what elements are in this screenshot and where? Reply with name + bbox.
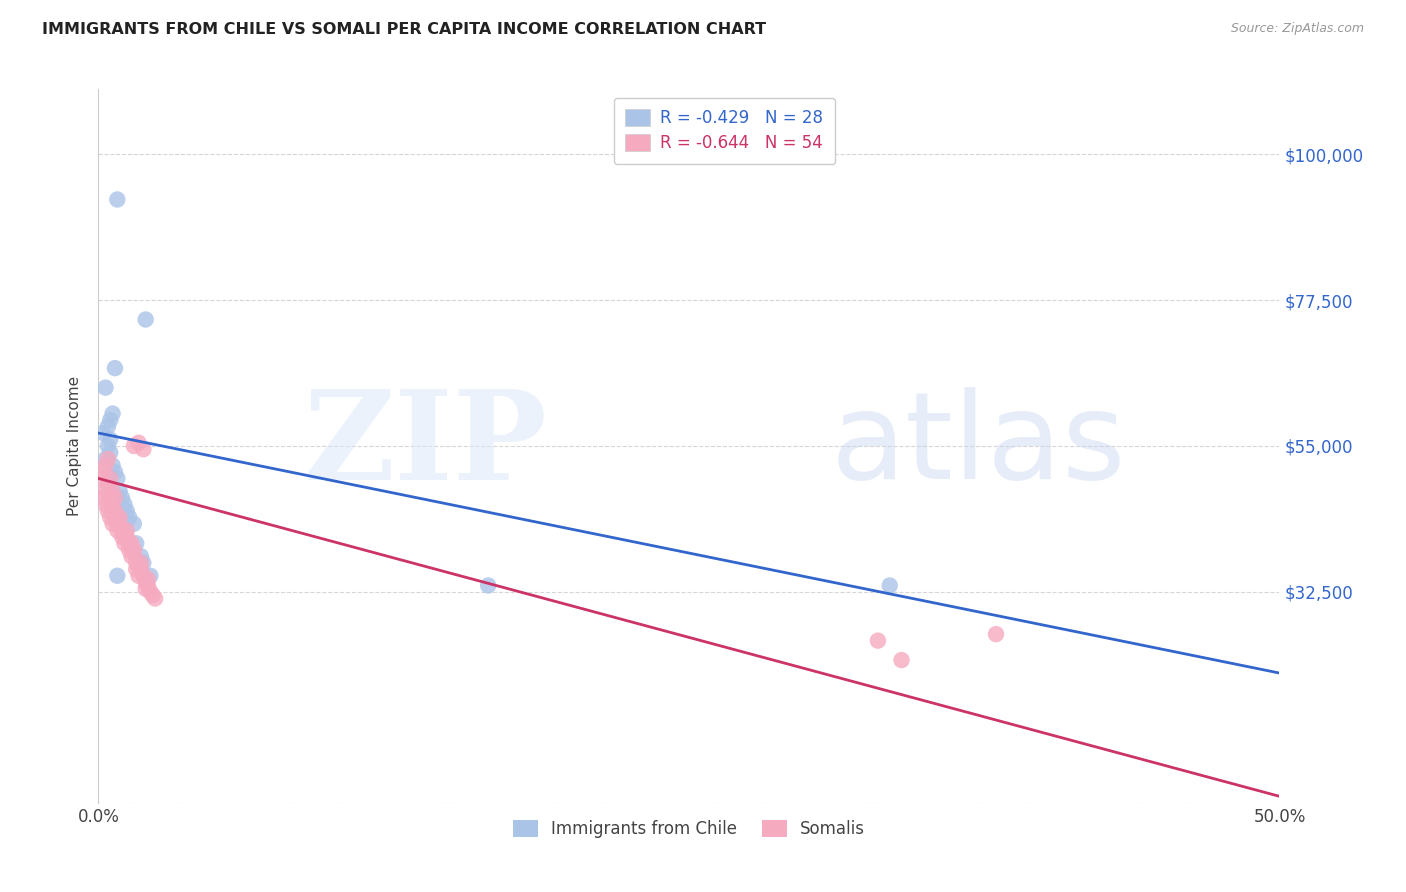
Point bbox=[108, 516, 131, 531]
Point bbox=[128, 568, 150, 582]
Point bbox=[111, 524, 134, 538]
Point bbox=[115, 530, 138, 544]
Point bbox=[122, 542, 145, 557]
Point bbox=[91, 425, 114, 440]
Point bbox=[143, 591, 166, 606]
Point bbox=[101, 497, 124, 511]
Point bbox=[101, 516, 124, 531]
Point bbox=[125, 562, 148, 576]
Point bbox=[115, 504, 138, 518]
Point bbox=[105, 193, 128, 207]
Point bbox=[104, 504, 127, 518]
Point bbox=[139, 585, 162, 599]
Point bbox=[129, 562, 152, 576]
Point bbox=[125, 556, 148, 570]
Point bbox=[132, 568, 155, 582]
Point bbox=[121, 549, 143, 564]
Point bbox=[121, 536, 143, 550]
Text: IMMIGRANTS FROM CHILE VS SOMALI PER CAPITA INCOME CORRELATION CHART: IMMIGRANTS FROM CHILE VS SOMALI PER CAPI… bbox=[42, 22, 766, 37]
Text: atlas: atlas bbox=[831, 387, 1126, 505]
Point bbox=[105, 568, 128, 582]
Y-axis label: Per Capita Income: Per Capita Income bbox=[67, 376, 83, 516]
Point bbox=[477, 578, 499, 592]
Point bbox=[135, 575, 157, 590]
Legend: Immigrants from Chile, Somalis: Immigrants from Chile, Somalis bbox=[506, 813, 872, 845]
Point bbox=[94, 497, 117, 511]
Point bbox=[128, 435, 150, 450]
Point bbox=[104, 361, 127, 376]
Point bbox=[118, 536, 141, 550]
Point bbox=[112, 530, 135, 544]
Point bbox=[97, 439, 120, 453]
Point bbox=[111, 491, 134, 505]
Point bbox=[98, 433, 121, 447]
Point bbox=[132, 556, 155, 570]
Point bbox=[104, 491, 127, 505]
Point bbox=[142, 588, 165, 602]
Point bbox=[115, 524, 138, 538]
Point bbox=[105, 524, 128, 538]
Point bbox=[98, 413, 121, 427]
Text: Source: ZipAtlas.com: Source: ZipAtlas.com bbox=[1230, 22, 1364, 36]
Point bbox=[122, 516, 145, 531]
Point bbox=[98, 445, 121, 459]
Point bbox=[136, 572, 159, 586]
Point bbox=[112, 497, 135, 511]
Point bbox=[122, 546, 145, 560]
Point bbox=[890, 653, 912, 667]
Point bbox=[90, 471, 112, 485]
Point bbox=[94, 484, 117, 499]
Point bbox=[91, 465, 114, 479]
Point bbox=[94, 458, 117, 473]
Point bbox=[125, 536, 148, 550]
Point bbox=[118, 542, 141, 557]
Point bbox=[97, 504, 120, 518]
Point bbox=[135, 312, 157, 326]
Point bbox=[984, 627, 1007, 641]
Point bbox=[129, 549, 152, 564]
Point bbox=[132, 442, 155, 457]
Text: ZIP: ZIP bbox=[304, 385, 547, 507]
Point bbox=[98, 471, 121, 485]
Point bbox=[98, 510, 121, 524]
Point bbox=[101, 458, 124, 473]
Point bbox=[94, 381, 117, 395]
Point bbox=[112, 536, 135, 550]
Point bbox=[105, 510, 128, 524]
Point bbox=[879, 578, 901, 592]
Point bbox=[135, 582, 157, 596]
Point bbox=[105, 471, 128, 485]
Point bbox=[97, 419, 120, 434]
Point bbox=[94, 452, 117, 467]
Point bbox=[122, 439, 145, 453]
Point bbox=[97, 478, 120, 492]
Point bbox=[98, 491, 121, 505]
Point bbox=[129, 556, 152, 570]
Point bbox=[104, 465, 127, 479]
Point bbox=[101, 407, 124, 421]
Point bbox=[136, 578, 159, 592]
Point bbox=[91, 491, 114, 505]
Point bbox=[105, 516, 128, 531]
Point bbox=[108, 510, 131, 524]
Point bbox=[108, 484, 131, 499]
Point bbox=[101, 484, 124, 499]
Point bbox=[128, 559, 150, 574]
Point bbox=[97, 452, 120, 467]
Point bbox=[139, 568, 162, 582]
Point bbox=[111, 530, 134, 544]
Point bbox=[118, 510, 141, 524]
Point bbox=[866, 633, 889, 648]
